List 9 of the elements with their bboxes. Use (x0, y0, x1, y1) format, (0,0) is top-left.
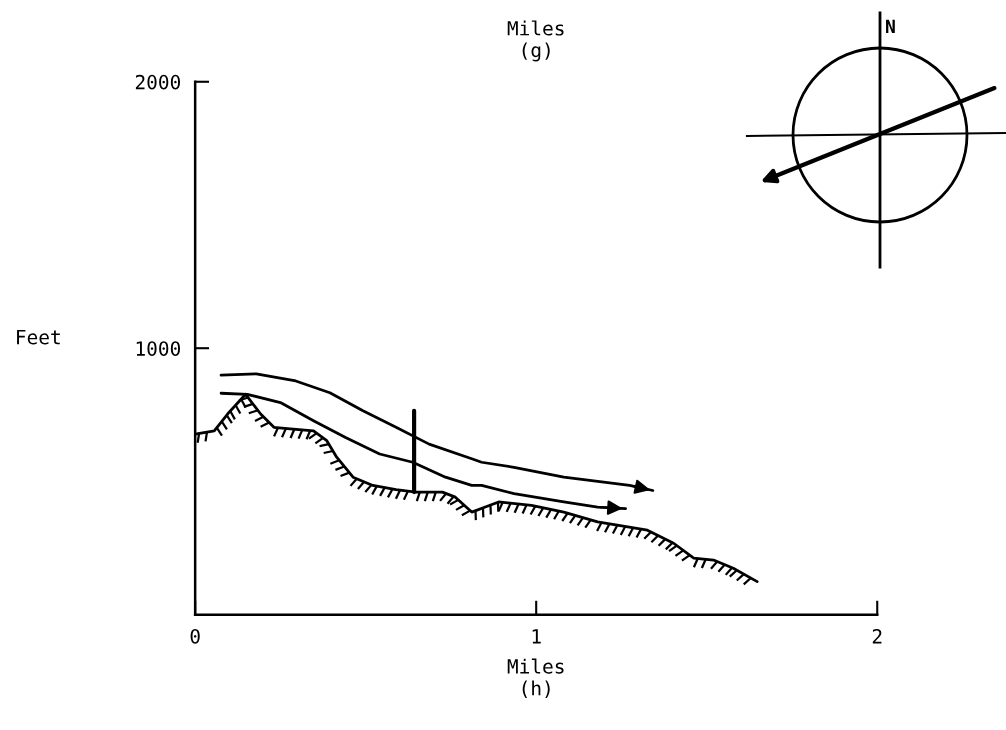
x-tick-label: 2 (872, 629, 882, 644)
chart-title: Miles (g) (507, 20, 564, 62)
text: N (886, 19, 895, 33)
x-tick-label: 0 (190, 629, 200, 644)
x-axis-title: Miles (h) (507, 658, 564, 698)
x-tick-label: 1 (532, 629, 541, 644)
y-tick-label: 1000 (136, 341, 181, 356)
y-tick-label: 2000 (135, 74, 181, 90)
y-axis-title: Feet (17, 329, 60, 345)
